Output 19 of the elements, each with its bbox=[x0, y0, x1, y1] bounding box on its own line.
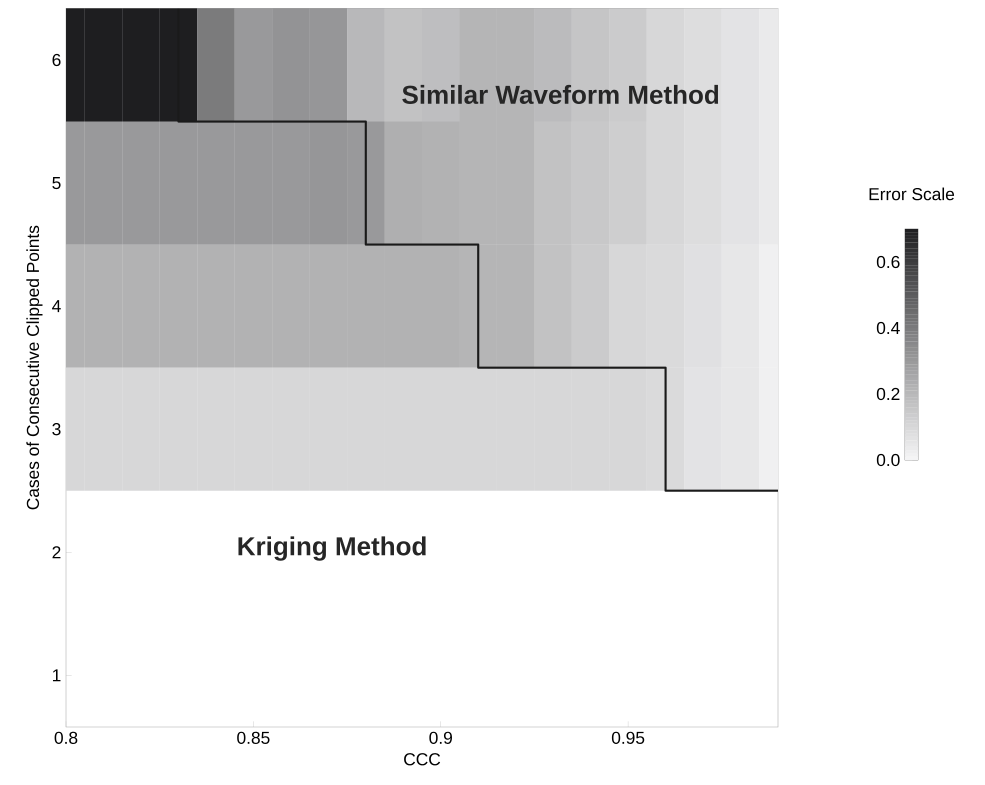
y-tick-label: 6 bbox=[52, 54, 61, 66]
color-bar-label: 0.4 bbox=[876, 322, 900, 334]
y-tick-label: 3 bbox=[52, 423, 61, 436]
annotation: Similar Waveform Method bbox=[402, 84, 718, 104]
y-axis-title: Cases of Consecutive Clipped Points bbox=[26, 226, 43, 510]
x-tick-label: 0.85 bbox=[237, 732, 270, 744]
annotation: Kriging Method bbox=[238, 536, 426, 561]
y-tick-label: 4 bbox=[52, 300, 61, 312]
x-tick-label: 0.9 bbox=[429, 732, 452, 744]
x-axis-title: CCC bbox=[404, 753, 440, 766]
y-tick-label: 1 bbox=[52, 669, 60, 682]
color-bar-label: 0.6 bbox=[876, 256, 900, 268]
color-bar-title: Error Scale bbox=[870, 188, 954, 200]
y-tick-label: 5 bbox=[52, 177, 61, 190]
x-tick-label: 0.95 bbox=[612, 732, 644, 744]
color-bar-label: 0.0 bbox=[876, 454, 900, 466]
color-bar-label: 0.2 bbox=[876, 388, 900, 400]
y-tick-label: 2 bbox=[52, 546, 60, 558]
x-tick-label: 0.8 bbox=[54, 732, 78, 744]
